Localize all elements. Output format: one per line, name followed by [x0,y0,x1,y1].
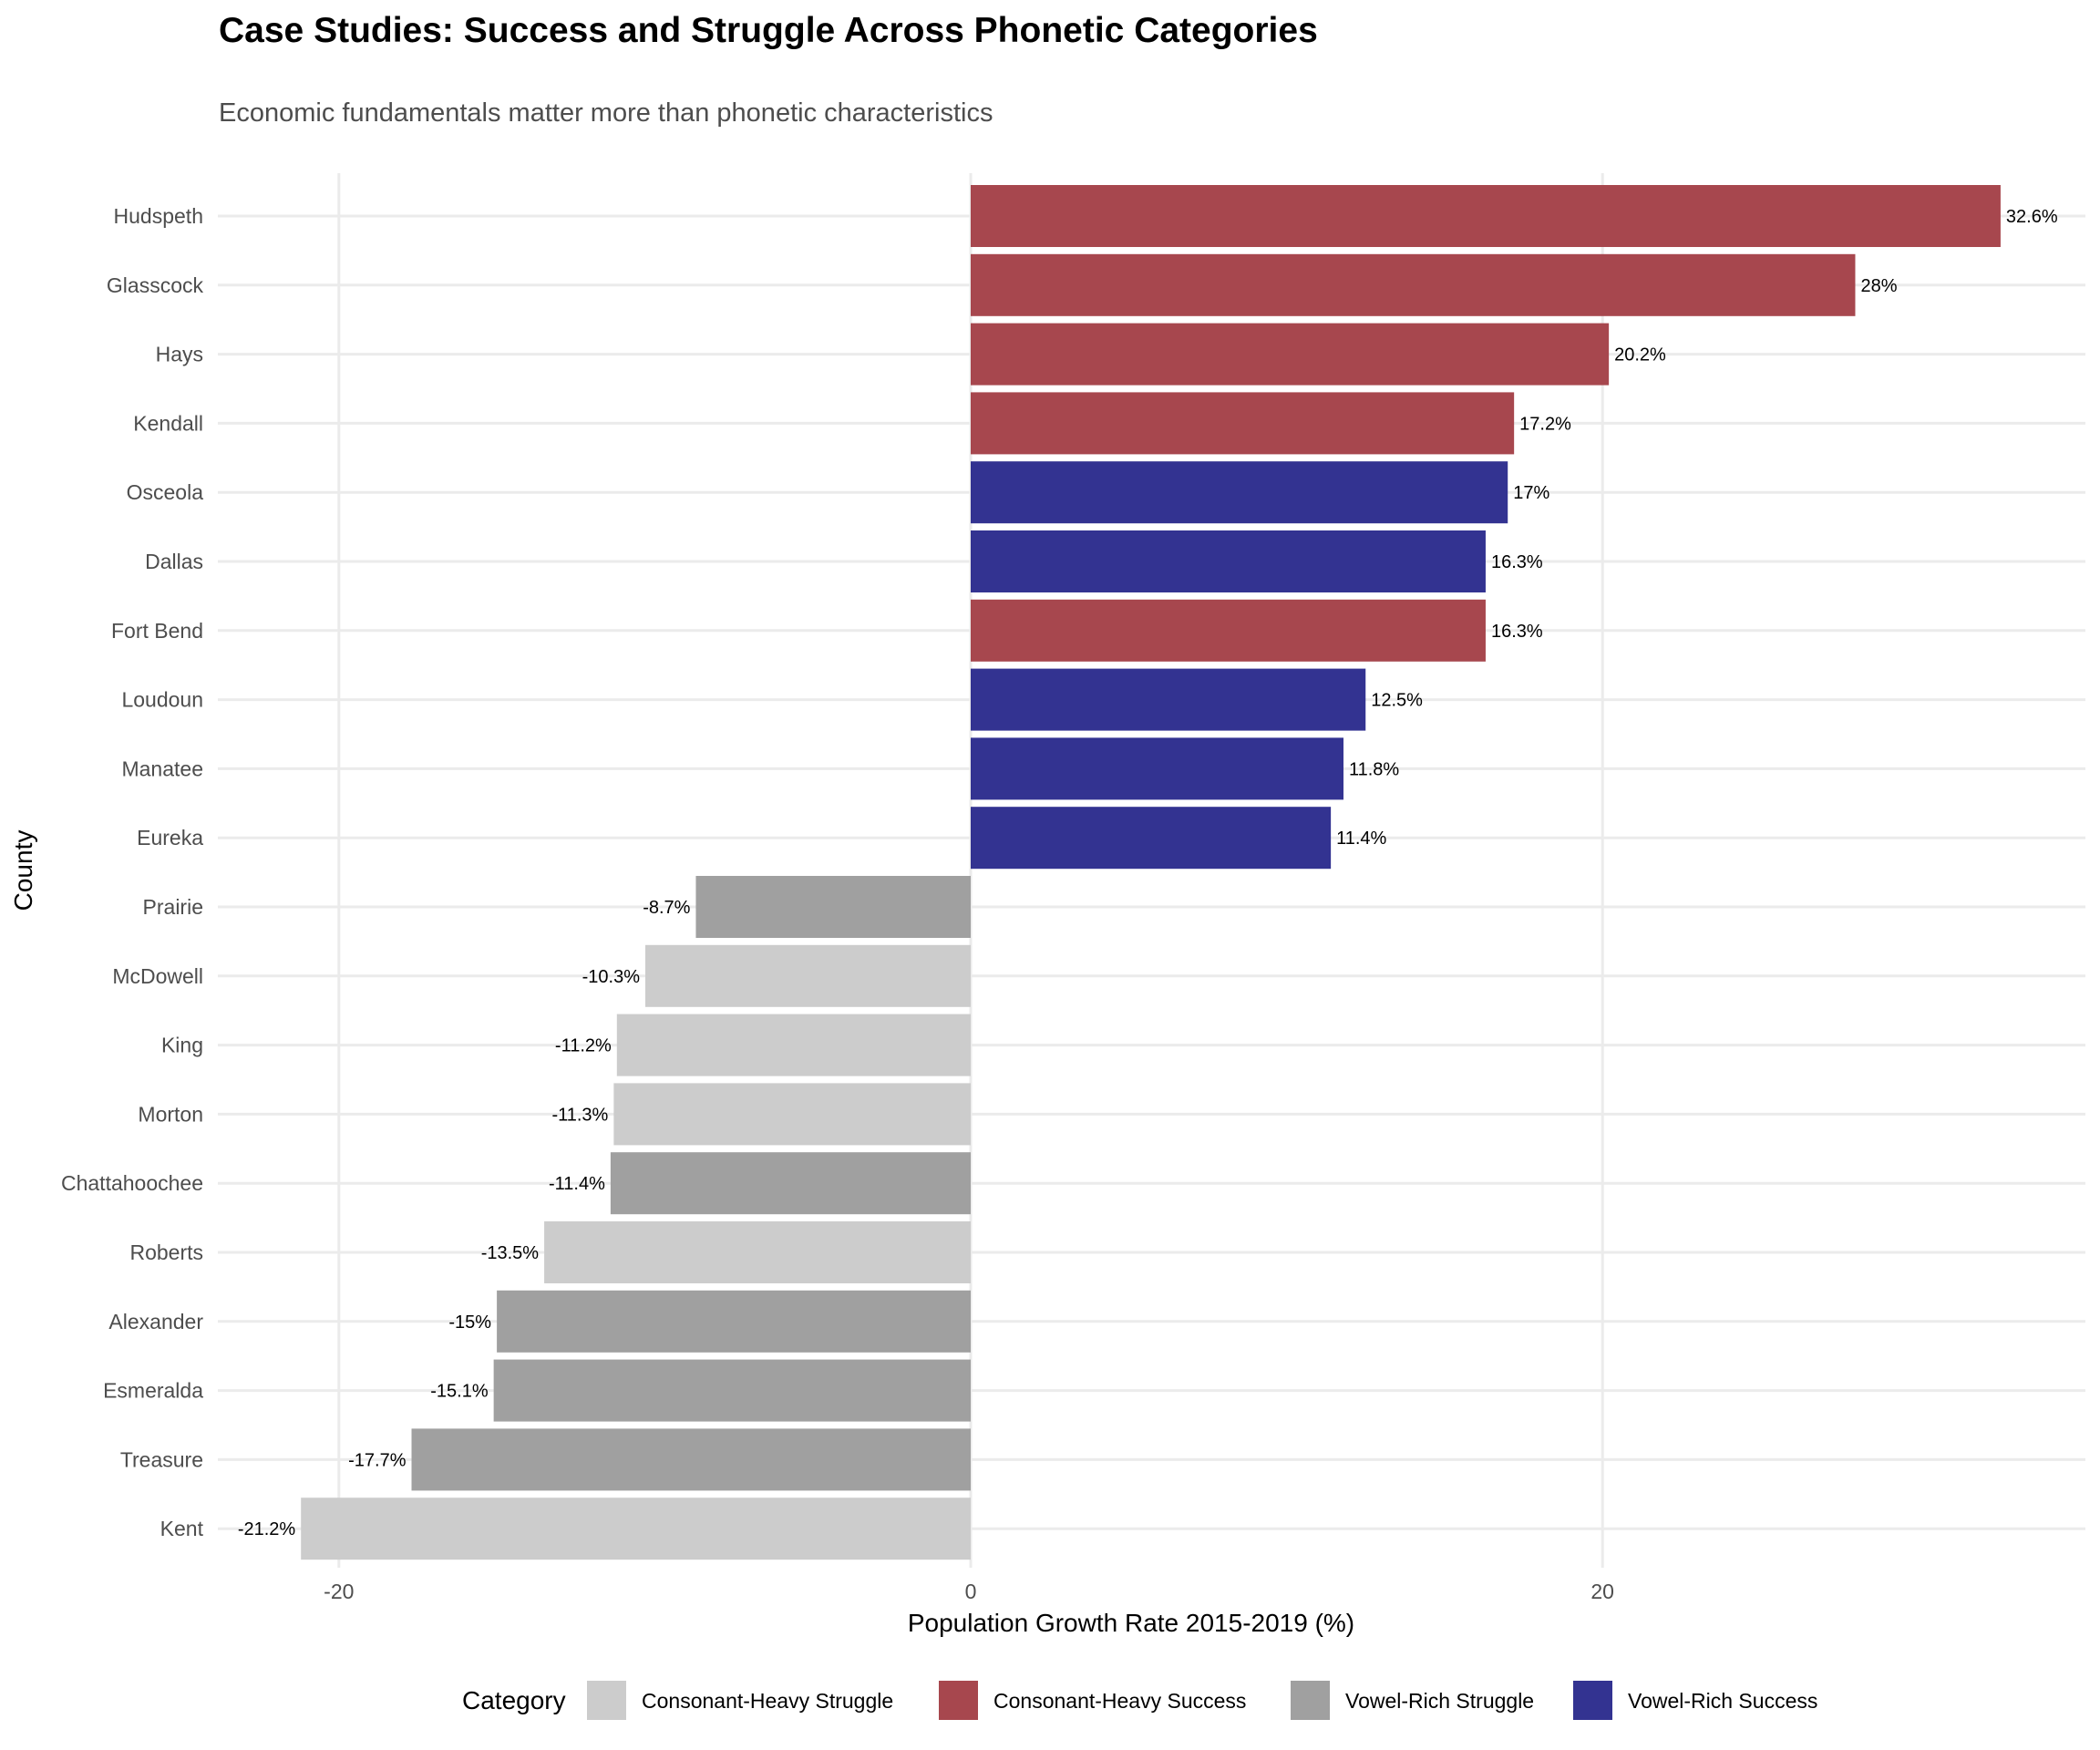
y-tick-label: Manatee [121,757,203,780]
bar-fort-bend [971,599,1486,662]
y-tick-label: Loudoun [121,688,203,712]
x-axis-title: Population Growth Rate 2015-2019 (%) [908,1609,1354,1637]
y-tick-label: Chattahoochee [61,1171,203,1195]
bar-manatee [971,737,1343,800]
y-axis-labels: Hudspeth Glasscock Hays Kendall Osceola Dalla… [61,204,204,1540]
y-tick-label: Kent [160,1517,204,1540]
y-tick-label: Glasscock [107,273,204,297]
bar-value-label: 16.3% [1491,552,1543,572]
legend-key-consonant-heavy-struggle [587,1681,626,1720]
x-axis-ticks: -20 0 20 [324,1580,1614,1603]
bar-kendall [971,392,1515,455]
bar-treasure [411,1428,971,1491]
bar-morton [613,1083,971,1146]
legend-key-consonant-heavy-success [939,1681,978,1720]
bar-value-label: -11.4% [549,1174,605,1194]
bars: 32.6% 28% 20.2% 17.2% 17% 16.3% 16.3% 12.5% 11.8… [238,185,2058,1560]
bar-value-label: 32.6% [2006,207,2058,227]
y-tick-label: Alexander [108,1310,203,1333]
bar-prairie [695,876,971,938]
y-tick-label: Morton [138,1102,203,1126]
legend: Category Consonant-Heavy Struggle Consona… [462,1681,1817,1720]
bar-value-label: 17% [1513,483,1549,503]
bar-value-label: -10.3% [582,967,641,987]
bar-king [616,1014,971,1076]
y-tick-label: King [161,1034,203,1057]
x-tick-label: -20 [324,1580,354,1603]
bar-value-label: -11.3% [551,1105,608,1125]
bar-value-label: 28% [1860,276,1897,296]
y-tick-label: Prairie [143,895,203,919]
chart-subtitle: Economic fundamentals matter more than p… [219,98,993,128]
chart-title: Case Studies: Success and Struggle Acros… [219,11,1318,50]
bar-value-label: 17.2% [1519,414,1571,434]
y-tick-label: Roberts [129,1240,203,1264]
bar-chattahoochee [610,1152,971,1215]
bar-value-label: 16.3% [1491,622,1543,642]
y-tick-label: Esmeralda [103,1379,203,1403]
bar-value-label: -8.7% [643,898,690,918]
bar-alexander [497,1290,971,1353]
bar-value-label: 20.2% [1614,345,1666,365]
bar-eureka [971,807,1332,870]
y-axis-title: County [9,830,37,911]
y-tick-label: Hays [156,343,203,366]
bar-loudoun [971,668,1366,731]
bar-esmeralda [493,1359,971,1422]
legend-label: Vowel-Rich Success [1628,1689,1817,1713]
y-tick-label: Osceola [127,480,204,504]
legend-key-vowel-rich-success [1573,1681,1612,1720]
bar-glasscock [971,253,1856,316]
y-tick-label: Treasure [120,1447,203,1471]
bar-value-label: 11.4% [1336,829,1386,849]
y-tick-label: Fort Bend [111,619,203,643]
legend-key-vowel-rich-struggle [1291,1681,1330,1720]
bar-hays [971,323,1610,386]
legend-label: Vowel-Rich Struggle [1345,1689,1534,1713]
x-tick-label: 0 [965,1580,977,1603]
bar-value-label: -13.5% [481,1243,540,1263]
bar-kent [301,1498,971,1560]
bar-mcdowell [645,944,971,1007]
y-tick-label: Kendall [133,411,203,435]
bar-hudspeth [971,185,2001,247]
bar-value-label: 12.5% [1371,691,1423,711]
y-tick-label: Eureka [137,826,203,849]
bar-value-label: -17.7% [348,1450,407,1470]
y-tick-label: Hudspeth [114,204,203,228]
legend-label: Consonant-Heavy Struggle [642,1689,893,1713]
bar-dallas [971,530,1486,592]
y-tick-label: Dallas [145,550,203,573]
bar-roberts [544,1221,971,1283]
bar-value-label: -21.2% [238,1519,296,1539]
legend-title: Category [462,1686,566,1714]
legend-label: Consonant-Heavy Success [993,1689,1246,1713]
y-tick-label: McDowell [112,964,203,988]
bar-value-label: -15% [448,1312,491,1333]
bar-value-label: 11.8% [1349,759,1399,779]
bar-value-label: -15.1% [430,1382,489,1402]
bar-value-label: -11.2% [555,1036,612,1056]
x-tick-label: 20 [1590,1580,1614,1603]
bar-osceola [971,461,1508,524]
